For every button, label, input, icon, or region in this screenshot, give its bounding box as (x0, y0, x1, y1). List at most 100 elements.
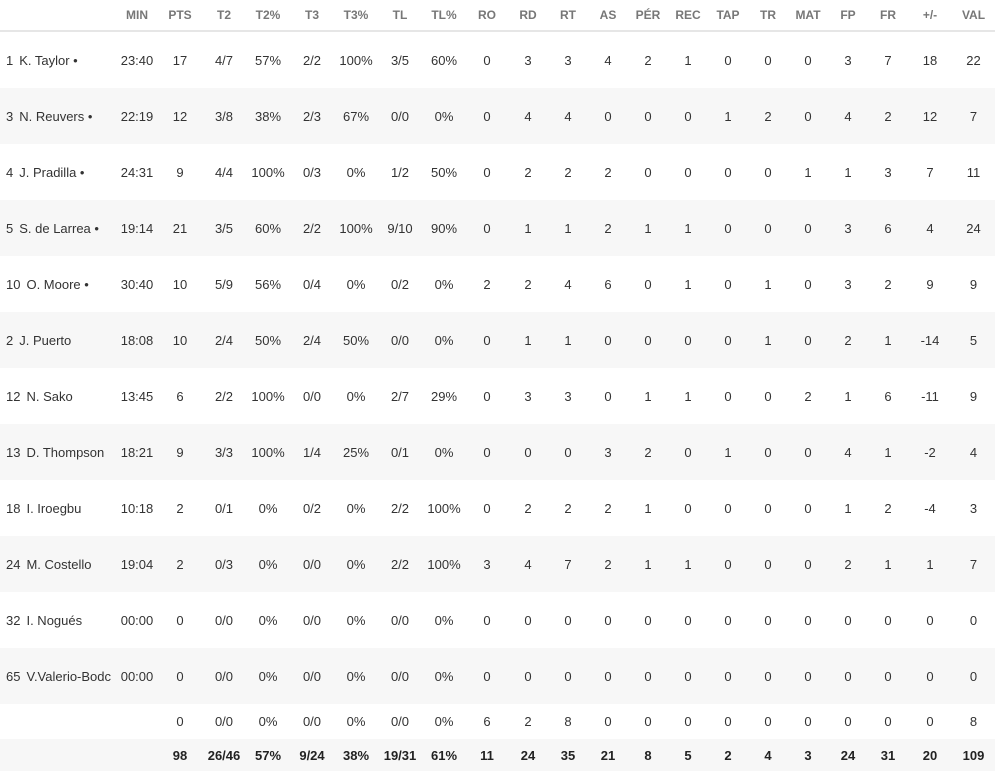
stat-cell: 0 (508, 648, 548, 704)
player-row[interactable]: 3 N. Reuvers • 22:19 12 3/8 38% 2/3 67% 0/0 0% 0 4 4… (0, 88, 995, 144)
column-header-t2-[interactable]: T2% (246, 0, 290, 32)
column-header-tr[interactable]: TR (748, 0, 788, 32)
stat-cell: 2/2 (378, 536, 422, 592)
stat-cell: -11 (921, 388, 939, 404)
stat-cell: 12 (158, 88, 202, 144)
stat-cell: 22:19 (116, 88, 158, 144)
player-row[interactable]: 32 I. Nogués 00:00 0 0/0 0% 0/0 0% 0/0 0% 0 0 0 0 0 0 0 0… (0, 592, 995, 648)
stat-cell: 0 (724, 612, 732, 628)
player-row[interactable]: 18 I. Iroegbu 10:18 2 0/1 0% 0/2 0% 2/2 100% 0 2 2 2 1… (0, 480, 995, 536)
stat-cell: 0 (628, 704, 668, 739)
stat-cell: 0 (828, 704, 868, 739)
column-header-min[interactable]: MIN (116, 0, 158, 32)
column-header-t3[interactable]: T3 (290, 0, 334, 32)
stat-cell: 0/0 (202, 704, 246, 739)
column-header-rd[interactable]: RD (508, 0, 548, 32)
player-name-link[interactable]: K. Taylor • (19, 52, 78, 68)
stat-cell: 0 (708, 648, 748, 704)
column-header-val[interactable]: VAL (952, 0, 995, 32)
column-header-ro[interactable]: RO (466, 0, 508, 32)
player-row[interactable]: 13 D. Thompson 18:21 9 3/3 100% 1/4 25% 0/1 0% 0 0 0… (0, 424, 995, 480)
stat-cell: 0 (628, 88, 668, 144)
stat-cell: 4 (604, 52, 612, 68)
stat-cell: 0 (588, 312, 628, 368)
column-header-tap[interactable]: TAP (708, 0, 748, 32)
stat-cell: 4 (828, 424, 868, 480)
stat-cell: 0 (588, 648, 628, 704)
column-header-pts[interactable]: PTS (158, 0, 202, 32)
stat-cell: 2 (828, 536, 868, 592)
player-row[interactable]: 5 S. de Larrea • 19:14 21 3/5 60% 2/2 100% 9/10 9… (0, 200, 995, 256)
player-name-link[interactable]: J. Pradilla • (19, 164, 85, 180)
stat-cell: 100% (427, 500, 461, 516)
stat-cell: 26/46 (202, 739, 246, 771)
player-row[interactable]: 10 O. Moore • 30:40 10 5/9 56% 0/4 0% 0/2 0% 2 2 4 6 0… (0, 256, 995, 312)
stat-cell: 0 (788, 536, 828, 592)
column-header-rt[interactable]: RT (548, 0, 588, 32)
stat-cell: 0 (764, 388, 772, 404)
player-row[interactable]: 24 M. Costello 19:04 2 0/3 0% 0/0 0% 2/2 100% 3 4 7 2… (0, 536, 995, 592)
stat-cell: 0 (548, 648, 588, 704)
player-name-link[interactable]: D. Thompson (26, 444, 105, 460)
stat-cell: 67% (334, 88, 378, 144)
stat-cell: 1 (868, 424, 908, 480)
player-number: 1 (6, 52, 14, 68)
stat-cell: 3 (524, 52, 532, 68)
stat-cell: 1 (844, 164, 852, 180)
player-name-link[interactable]: I. Iroegbu (26, 500, 82, 516)
stat-cell: 100% (251, 164, 285, 180)
player-name-link[interactable]: J. Puerto (19, 332, 72, 348)
player-cell: 4 J. Pradilla • (0, 144, 116, 200)
stat-cell: 0 (483, 612, 491, 628)
stat-cell: 6 (176, 388, 184, 404)
column-header-tl[interactable]: TL (378, 0, 422, 32)
stat-cell: 0 (844, 612, 852, 628)
player-row[interactable]: 4 J. Pradilla • 24:31 9 4/4 100% 0/3 0% 1/2 50% 0 2… (0, 144, 995, 200)
stat-cell: 0 (804, 276, 812, 292)
stat-cell: 0 (564, 612, 572, 628)
player-row[interactable]: 65 V.Valerio-Bodc 00:00 0 0/0 0% 0/0 0% 0/0 0% 0 0 0… (0, 648, 995, 704)
stat-cell: 1 (684, 276, 692, 292)
stat-cell: 56% (254, 276, 282, 292)
column-header-tl-[interactable]: TL% (422, 0, 466, 32)
player-name-link[interactable]: N. Reuvers • (19, 108, 93, 124)
stat-cell: 10 (172, 276, 188, 292)
stat-cell: 2 (628, 424, 668, 480)
player-row[interactable]: 12 N. Sako 13:45 6 2/2 100% 0/0 0% 2/7 29% 0 3 3 0 1 1 0… (0, 368, 995, 424)
column-header-t2[interactable]: T2 (202, 0, 246, 32)
player-name-link[interactable]: I. Nogués (26, 612, 83, 628)
stat-cell: 24:31 (120, 164, 154, 180)
column-header--[interactable]: +/- (908, 0, 952, 32)
stat-cell: 0% (346, 388, 366, 404)
column-header-t3-[interactable]: T3% (334, 0, 378, 32)
stat-cell: 0 (748, 424, 788, 480)
column-header-pér[interactable]: PÉR (628, 0, 668, 32)
column-header-rec[interactable]: REC (668, 0, 708, 32)
player-name-link[interactable]: M. Costello (26, 556, 92, 572)
player-row[interactable]: 2 J. Puerto 18:08 10 2/4 50% 2/4 50% 0/0 0% 0 1 1 0 0 0… (0, 312, 995, 368)
column-header-fr[interactable]: FR (868, 0, 908, 32)
stat-cell: 0/0 (378, 648, 422, 704)
stat-cell: 5 (668, 739, 708, 771)
column-header-mat[interactable]: MAT (788, 0, 828, 32)
stat-cell: 31 (868, 739, 908, 771)
stat-cell: 3 (788, 739, 828, 771)
player-name-link[interactable]: S. de Larrea • (19, 220, 99, 236)
column-header-player[interactable] (0, 0, 116, 32)
stat-cell: 2/3 (290, 88, 334, 144)
stat-cell: 0 (708, 536, 748, 592)
stat-cell: 0 (788, 312, 828, 368)
stat-cell: 0 (708, 200, 748, 256)
stat-cell: 3/5 (202, 200, 246, 256)
column-header-fp[interactable]: FP (828, 0, 868, 32)
stat-cell: 2/4 (290, 312, 334, 368)
stat-cell: 9 (969, 276, 978, 292)
stat-cell: 0 (668, 424, 708, 480)
player-name-link[interactable]: O. Moore • (26, 276, 89, 292)
stat-cell: 57% (246, 739, 290, 771)
player-name-link[interactable]: N. Sako (26, 388, 73, 404)
player-name-link[interactable]: V.Valerio-Bodc (26, 668, 112, 684)
stat-cell: 1 (764, 276, 772, 292)
column-header-as[interactable]: AS (588, 0, 628, 32)
player-row[interactable]: 1 K. Taylor • 23:40 17 4/7 57% 2/2 100% 3/5 60% 0 3… (0, 31, 995, 88)
